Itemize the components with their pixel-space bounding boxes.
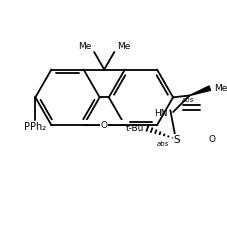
Text: Me: Me <box>78 42 91 51</box>
Text: O: O <box>208 135 215 144</box>
Polygon shape <box>189 86 210 96</box>
Text: abs: abs <box>156 141 169 147</box>
Text: abs: abs <box>181 97 193 103</box>
Text: S: S <box>173 135 179 144</box>
Text: t-Bu: t-Bu <box>125 124 143 133</box>
Text: O: O <box>100 121 107 130</box>
Text: HN: HN <box>153 109 167 118</box>
Text: Me: Me <box>213 84 227 93</box>
Text: PPh₂: PPh₂ <box>24 122 46 132</box>
Text: Me: Me <box>116 42 130 51</box>
